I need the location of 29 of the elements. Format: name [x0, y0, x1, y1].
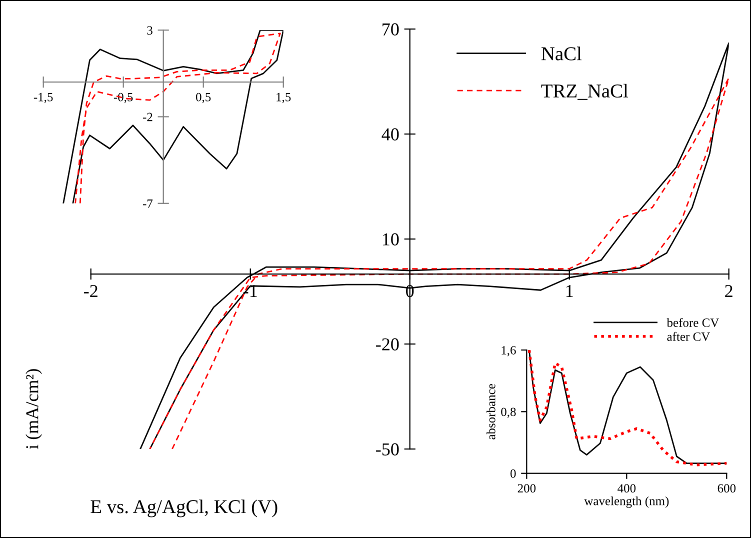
- x-axis-title: wavelength (nm): [584, 496, 669, 508]
- y-axis-title: i (mA/cm²): [26, 369, 42, 450]
- x-tick-label: 1: [566, 285, 573, 297]
- x-tick-label: -1,5: [34, 92, 53, 104]
- y-tick-label: 1,6: [502, 346, 516, 356]
- y-tick-label: 0: [510, 469, 516, 478]
- x-tick-label: 0,5: [196, 92, 211, 104]
- x-tick-label: 1,5: [276, 92, 291, 104]
- x-tick-label: 400: [618, 484, 636, 493]
- legend-label: before CV: [666, 318, 720, 328]
- y-tick-label: -7: [142, 200, 153, 208]
- y-axis-title: absorbance: [486, 384, 496, 440]
- y-tick-label: 0,8: [501, 408, 516, 418]
- y-tick-label: 40: [382, 128, 399, 140]
- y-tick-label: -20: [376, 338, 399, 350]
- y-tick-label: 3: [147, 26, 152, 35]
- legend-label: TRZ_NaCl: [541, 84, 628, 100]
- x-tick-label: 600: [718, 484, 736, 493]
- legend-label: NaCl: [541, 46, 582, 60]
- y-tick-label: -2: [142, 112, 152, 122]
- y-tick-label: 70: [382, 23, 399, 36]
- y-tick-label: 10: [382, 233, 399, 246]
- legend-label: after CV: [667, 332, 710, 341]
- x-axis-title: E vs. Ag/AgCl, KCl (V): [90, 500, 278, 518]
- x-tick-label: 2: [725, 285, 732, 297]
- x-tick-label: -2: [84, 285, 98, 297]
- x-tick-label: 200: [518, 484, 536, 493]
- y-tick-label: -50: [376, 443, 399, 456]
- x-tick-label: -0,5: [114, 92, 133, 104]
